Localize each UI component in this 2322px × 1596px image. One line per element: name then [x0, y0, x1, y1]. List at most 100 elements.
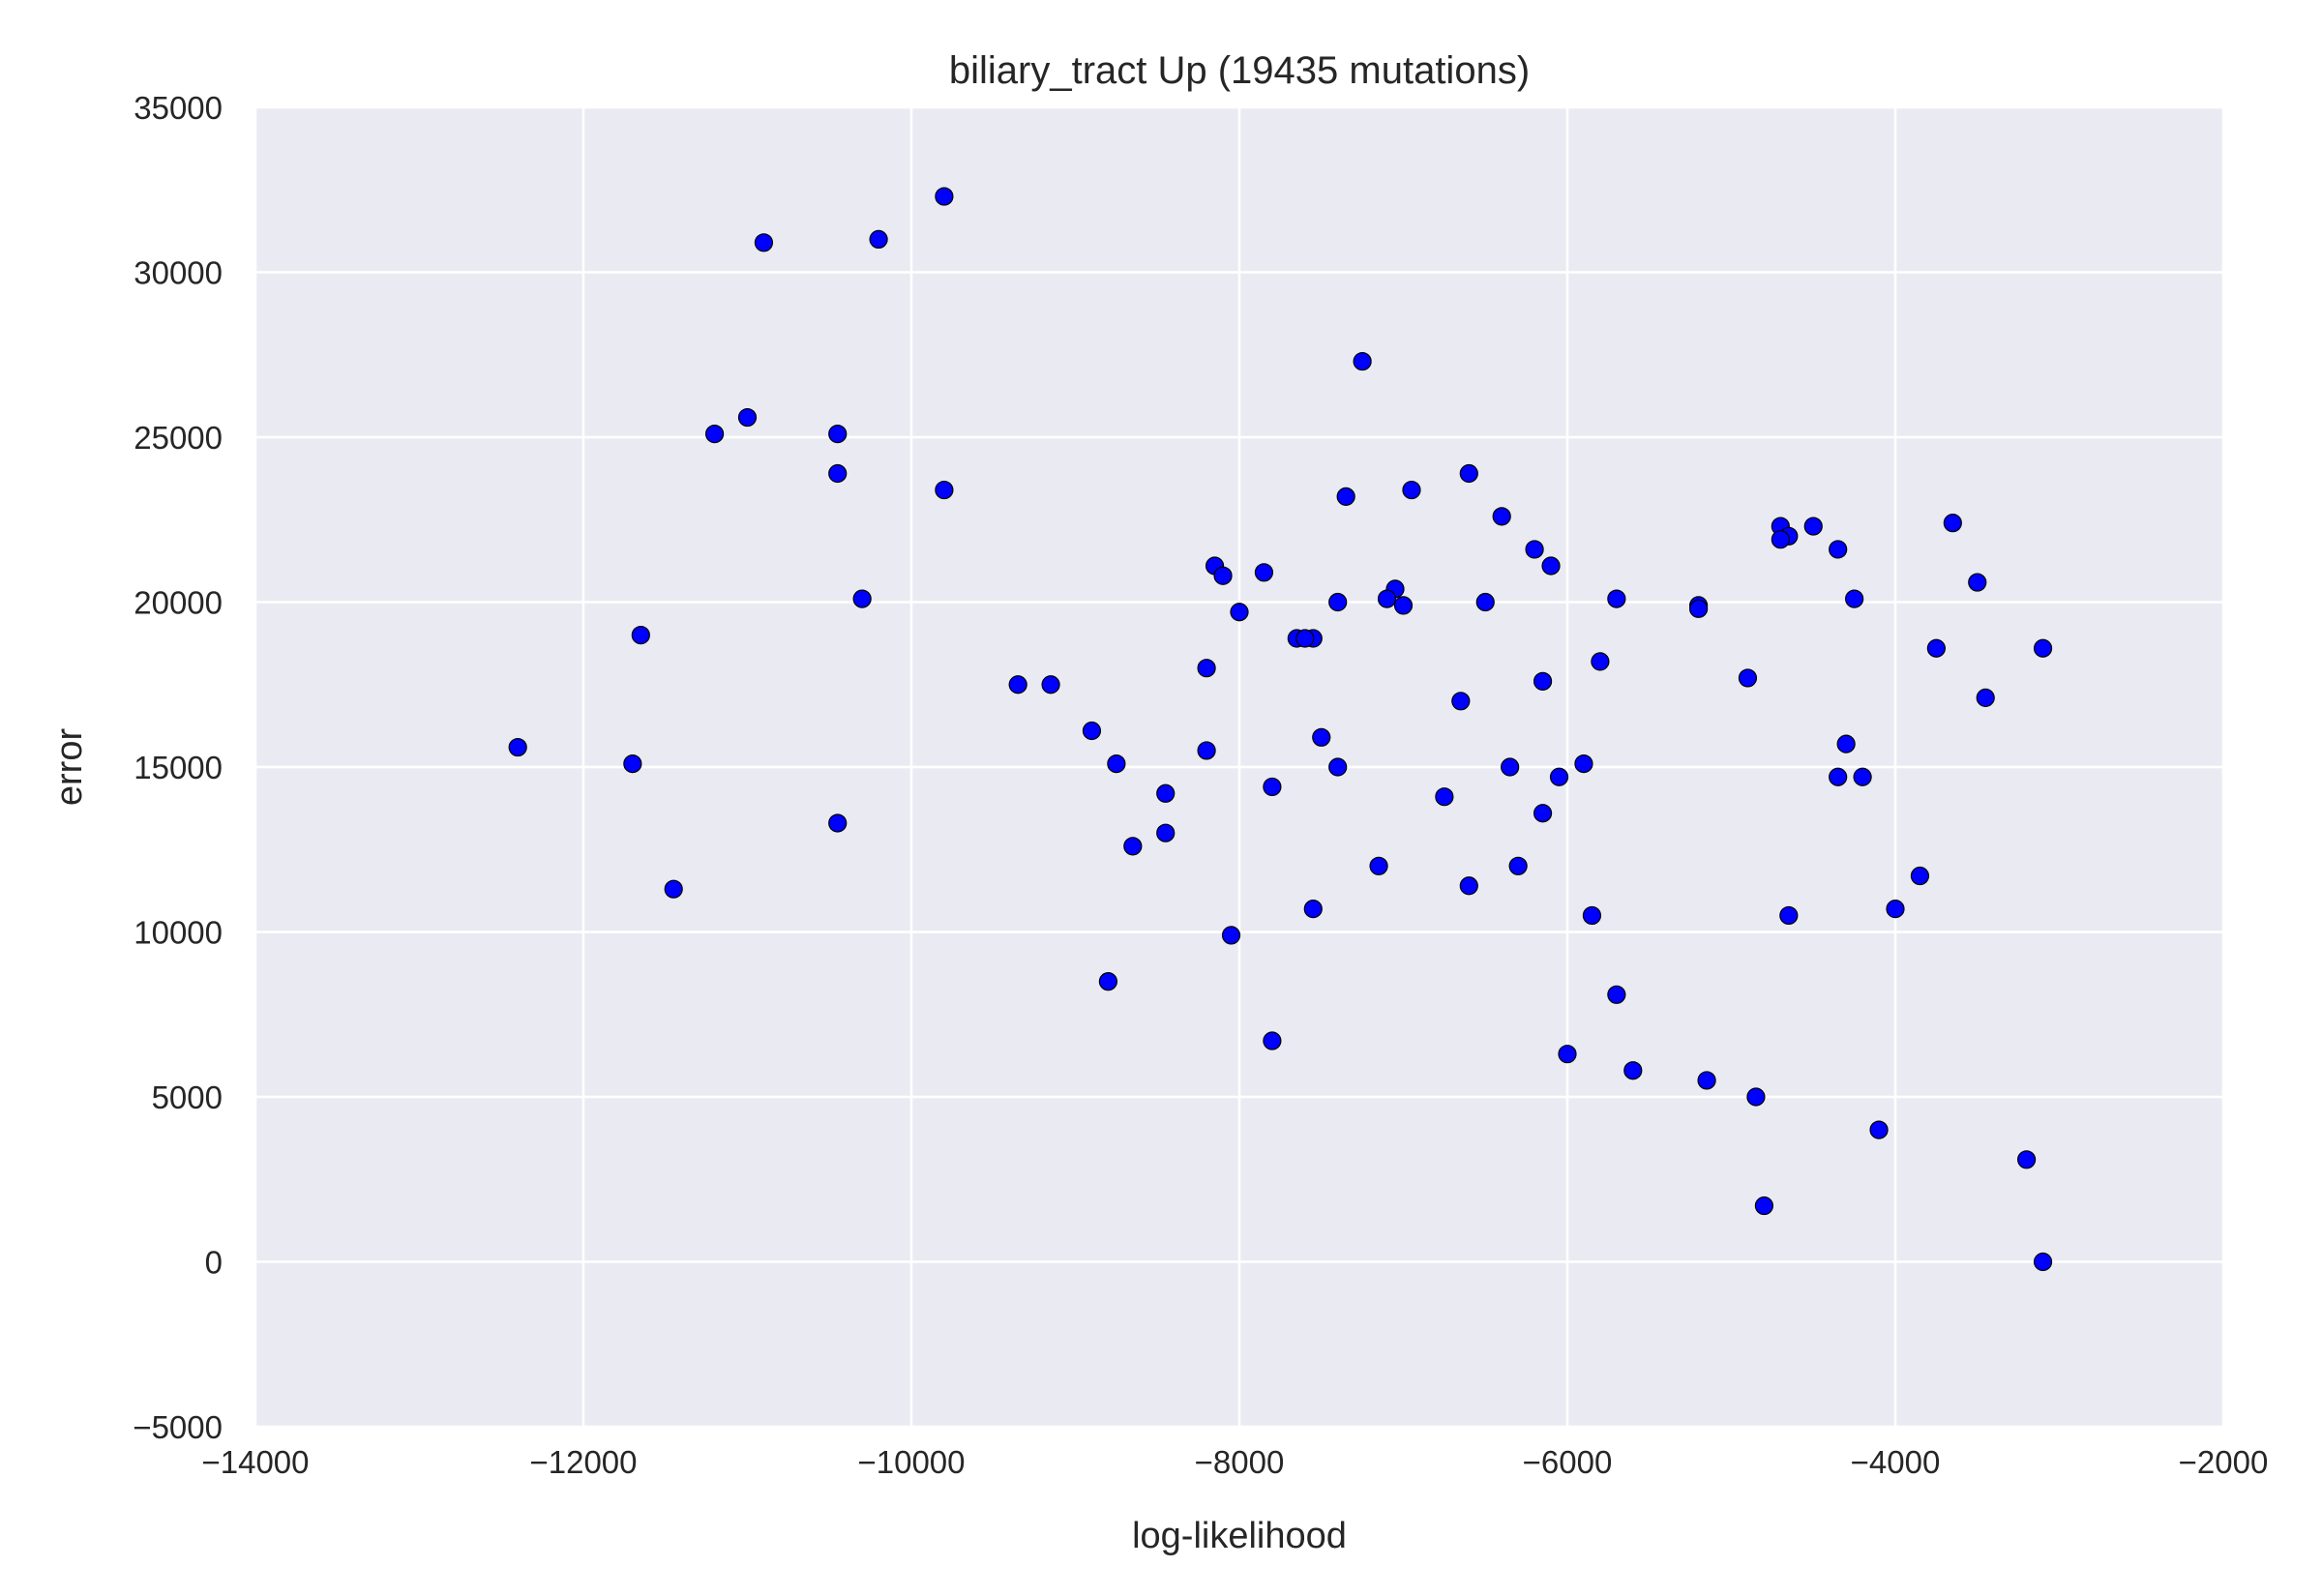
data-point — [852, 589, 872, 608]
data-point — [1123, 837, 1143, 856]
y-tick-label: 35000 — [134, 90, 223, 126]
data-point — [1377, 589, 1397, 608]
data-point — [1533, 671, 1553, 691]
x-tick-label: −12000 — [529, 1444, 637, 1480]
data-point — [1508, 856, 1528, 875]
y-tick-label: 5000 — [152, 1079, 223, 1115]
y-tick-label: 30000 — [134, 255, 223, 291]
data-point — [1369, 856, 1388, 875]
data-point — [1541, 556, 1561, 576]
data-point — [704, 424, 725, 444]
data-point — [754, 233, 774, 252]
data-points — [508, 187, 2053, 1272]
data-point — [1230, 603, 1249, 622]
data-point — [1008, 675, 1027, 695]
data-point — [1295, 629, 1315, 648]
data-point — [1328, 757, 1348, 777]
x-tick-label: −6000 — [1523, 1444, 1613, 1480]
data-point — [1976, 688, 1995, 707]
data-point — [1402, 480, 1421, 500]
data-point — [1475, 592, 1495, 612]
data-point — [1041, 675, 1060, 695]
chart-title: biliary_tract Up (19435 mutations) — [949, 49, 1530, 92]
x-tick-label: −8000 — [1195, 1444, 1285, 1480]
data-point — [1591, 652, 1610, 671]
data-point — [1213, 566, 1233, 585]
data-point — [1451, 692, 1471, 711]
data-point — [1771, 530, 1790, 549]
data-point — [828, 424, 848, 444]
y-tick-label: 10000 — [134, 915, 223, 951]
data-point — [2033, 1252, 2053, 1272]
data-point — [1845, 589, 1864, 608]
data-point — [1869, 1120, 1889, 1139]
data-point — [1853, 767, 1872, 786]
data-point — [508, 737, 527, 757]
data-point — [2033, 638, 2053, 658]
data-point — [737, 407, 758, 428]
data-point — [1393, 596, 1414, 615]
data-point — [2017, 1150, 2037, 1169]
data-point — [1968, 573, 1987, 592]
data-point — [1549, 767, 1569, 786]
data-point — [1697, 1071, 1716, 1090]
data-point — [1312, 727, 1331, 747]
x-tick-label: −4000 — [1851, 1444, 1941, 1480]
x-tick-label: −14000 — [201, 1444, 309, 1480]
data-point — [1886, 900, 1905, 919]
data-point — [935, 187, 954, 206]
data-point — [1525, 540, 1544, 559]
data-point — [664, 879, 683, 899]
data-point — [1829, 540, 1848, 559]
data-point — [1943, 514, 1962, 533]
data-point — [1607, 985, 1626, 1004]
data-point — [1156, 783, 1176, 803]
data-point — [1435, 787, 1454, 807]
data-point — [1098, 972, 1118, 991]
data-point — [1303, 900, 1323, 919]
y-tick-labels: −5000 0 5000 10000 15000 20000 25000 30000 35000 — [133, 90, 223, 1445]
data-point — [1836, 734, 1856, 754]
data-point — [1533, 804, 1553, 823]
data-point — [869, 229, 888, 249]
data-point — [623, 754, 642, 774]
x-tick-labels: −14000 −12000 −10000 −8000 −6000 −4000 −2000 — [201, 1444, 2268, 1480]
x-tick-label: −10000 — [857, 1444, 965, 1480]
data-point — [828, 463, 848, 484]
data-point — [1607, 589, 1626, 608]
data-point — [1459, 876, 1478, 896]
data-point — [1582, 905, 1602, 926]
x-axis-label: log-likelihood — [1132, 1516, 1347, 1556]
data-point — [1623, 1061, 1643, 1080]
data-point — [1574, 754, 1593, 774]
data-point — [1336, 487, 1355, 506]
data-point — [1501, 757, 1520, 777]
data-point — [1926, 638, 1946, 658]
data-point — [1829, 767, 1848, 786]
y-tick-label: 15000 — [134, 750, 223, 785]
data-point — [1107, 754, 1126, 774]
data-point — [631, 625, 650, 645]
data-point — [1910, 866, 1930, 886]
data-point — [1688, 599, 1709, 618]
data-point — [1558, 1045, 1577, 1064]
data-point — [1156, 823, 1176, 842]
data-point — [1197, 659, 1216, 678]
data-point — [1353, 351, 1372, 371]
data-point — [1197, 741, 1216, 760]
data-point — [1459, 463, 1478, 484]
data-point — [935, 480, 954, 500]
y-tick-label: 0 — [205, 1245, 223, 1281]
data-point — [1754, 1196, 1774, 1216]
data-point — [1254, 563, 1274, 582]
data-point — [1082, 721, 1102, 741]
y-tick-label: 25000 — [134, 420, 223, 456]
data-point — [1746, 1087, 1766, 1107]
data-point — [1328, 592, 1348, 612]
y-axis-label: error — [49, 728, 90, 807]
data-point — [1221, 926, 1241, 945]
data-point — [1492, 507, 1511, 526]
data-point — [1803, 517, 1823, 536]
data-point — [828, 813, 848, 833]
